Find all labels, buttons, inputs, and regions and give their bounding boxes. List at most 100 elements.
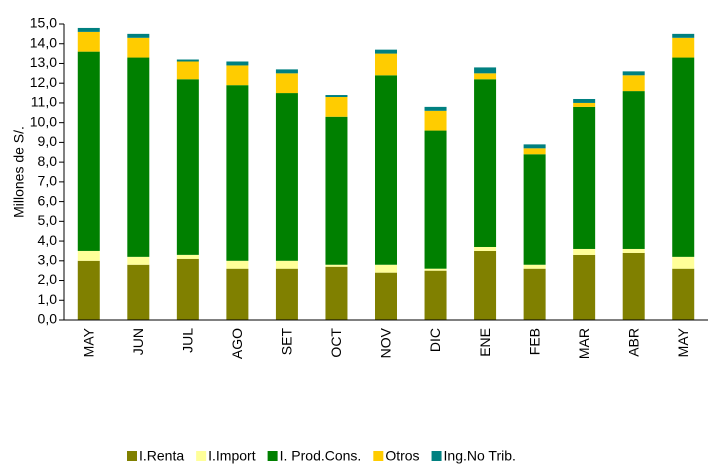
legend-label: I.Renta bbox=[139, 448, 184, 464]
bar-segment bbox=[523, 264, 546, 269]
x-tick-label: OCT bbox=[328, 328, 344, 358]
bar-segment bbox=[127, 264, 150, 320]
bar-segment bbox=[325, 264, 348, 267]
y-tick-label: 14,0 bbox=[30, 34, 57, 50]
bar-segment bbox=[176, 79, 199, 255]
bar-segment bbox=[672, 256, 695, 269]
bar-segment bbox=[77, 260, 100, 320]
y-tick-label: 5,0 bbox=[38, 212, 58, 228]
bar-segment bbox=[424, 110, 447, 131]
y-tick-label: 6,0 bbox=[38, 192, 58, 208]
y-tick-label: 9,0 bbox=[38, 133, 58, 149]
bar-segment bbox=[672, 33, 695, 38]
x-tick-label: FEB bbox=[526, 328, 542, 355]
bar-segment bbox=[424, 270, 447, 320]
bar-segment bbox=[573, 254, 596, 320]
bar-segment bbox=[325, 97, 348, 117]
bar-segment bbox=[226, 85, 249, 261]
legend-label: Ing.No Trib. bbox=[444, 448, 516, 464]
bar-segment bbox=[77, 31, 100, 52]
bar-segment bbox=[77, 51, 100, 251]
x-tick-label: JUN bbox=[130, 328, 146, 355]
x-tick-label: MAR bbox=[576, 328, 592, 359]
y-tick-label: 7,0 bbox=[38, 173, 58, 189]
bar-segment bbox=[622, 248, 645, 253]
bar-segment bbox=[127, 57, 150, 257]
bar-segment bbox=[176, 59, 199, 62]
x-tick-label: ABR bbox=[625, 328, 641, 357]
legend-label: I. Prod.Cons. bbox=[280, 448, 362, 464]
bar-segment bbox=[474, 79, 497, 247]
bar-segment bbox=[573, 98, 596, 103]
bar-segment bbox=[77, 250, 100, 261]
bar-segment bbox=[176, 254, 199, 259]
y-tick-label: 10,0 bbox=[30, 113, 57, 129]
bar-segment bbox=[77, 27, 100, 32]
bar-segment bbox=[226, 260, 249, 269]
bar-segment bbox=[622, 75, 645, 92]
bar-segment bbox=[127, 33, 150, 38]
bar-segment bbox=[375, 49, 397, 54]
x-tick-label: DIC bbox=[427, 328, 443, 352]
y-tick-label: 4,0 bbox=[38, 232, 58, 248]
legend-label: I.Import bbox=[208, 448, 256, 464]
bar-segment bbox=[275, 73, 298, 94]
x-tick-label: JUL bbox=[180, 328, 196, 353]
bar-segment bbox=[375, 53, 397, 76]
bar-segment bbox=[176, 61, 199, 80]
legend-swatch bbox=[127, 451, 137, 461]
bar-segment bbox=[127, 256, 150, 265]
legend-swatch bbox=[267, 451, 278, 461]
bar-segment bbox=[622, 71, 645, 76]
y-tick-label: 1,0 bbox=[38, 291, 58, 307]
bar-segment bbox=[127, 37, 150, 58]
bar-segment bbox=[375, 264, 397, 273]
y-tick-label: 0,0 bbox=[38, 311, 58, 327]
legend-swatch bbox=[373, 451, 384, 461]
y-tick-label: 12,0 bbox=[30, 74, 57, 90]
x-tick-label: MAY bbox=[80, 327, 96, 357]
legend-label: Otros bbox=[385, 448, 419, 464]
bar-segment bbox=[275, 93, 298, 261]
y-tick-label: 3,0 bbox=[38, 252, 58, 268]
bar-segment bbox=[226, 61, 249, 66]
bar-segment bbox=[672, 37, 695, 58]
bar-segment bbox=[573, 102, 596, 107]
x-tick-label: ENE bbox=[477, 328, 493, 357]
bar-segment bbox=[226, 268, 249, 320]
bar-segment bbox=[424, 106, 447, 111]
bar-segment bbox=[424, 268, 447, 271]
bar-segment bbox=[325, 95, 348, 98]
y-tick-label: 2,0 bbox=[38, 271, 58, 287]
legend-swatch bbox=[431, 451, 442, 461]
bar-segment bbox=[474, 73, 497, 80]
bar-segment bbox=[672, 57, 695, 257]
y-axis-title: Millones de S/. bbox=[11, 126, 27, 218]
bar-segment bbox=[474, 246, 497, 251]
bar-segment bbox=[573, 106, 596, 249]
bar-segment bbox=[176, 258, 199, 320]
x-tick-label: AGO bbox=[229, 328, 245, 359]
bar-segment bbox=[672, 268, 695, 320]
bar-segment bbox=[325, 116, 348, 265]
bar-segment bbox=[275, 260, 298, 269]
x-tick-label: NOV bbox=[378, 327, 394, 358]
bar-segment bbox=[375, 272, 397, 320]
bar-segment bbox=[474, 67, 497, 74]
bar-segment bbox=[523, 268, 546, 320]
bar-segment bbox=[275, 268, 298, 320]
y-tick-label: 8,0 bbox=[38, 153, 58, 169]
legend-swatch bbox=[196, 451, 207, 461]
bar-segment bbox=[424, 130, 447, 269]
bar-segment bbox=[325, 266, 348, 320]
x-tick-label: MAY bbox=[675, 327, 691, 357]
bar-segment bbox=[622, 252, 645, 320]
bar-segment bbox=[523, 154, 546, 265]
x-tick-label: SET bbox=[279, 328, 295, 356]
bar-segment bbox=[375, 75, 397, 265]
bar-segment bbox=[523, 148, 546, 155]
y-tick-label: 13,0 bbox=[30, 54, 57, 70]
bar-segment bbox=[622, 91, 645, 249]
bar-segment bbox=[226, 65, 249, 86]
